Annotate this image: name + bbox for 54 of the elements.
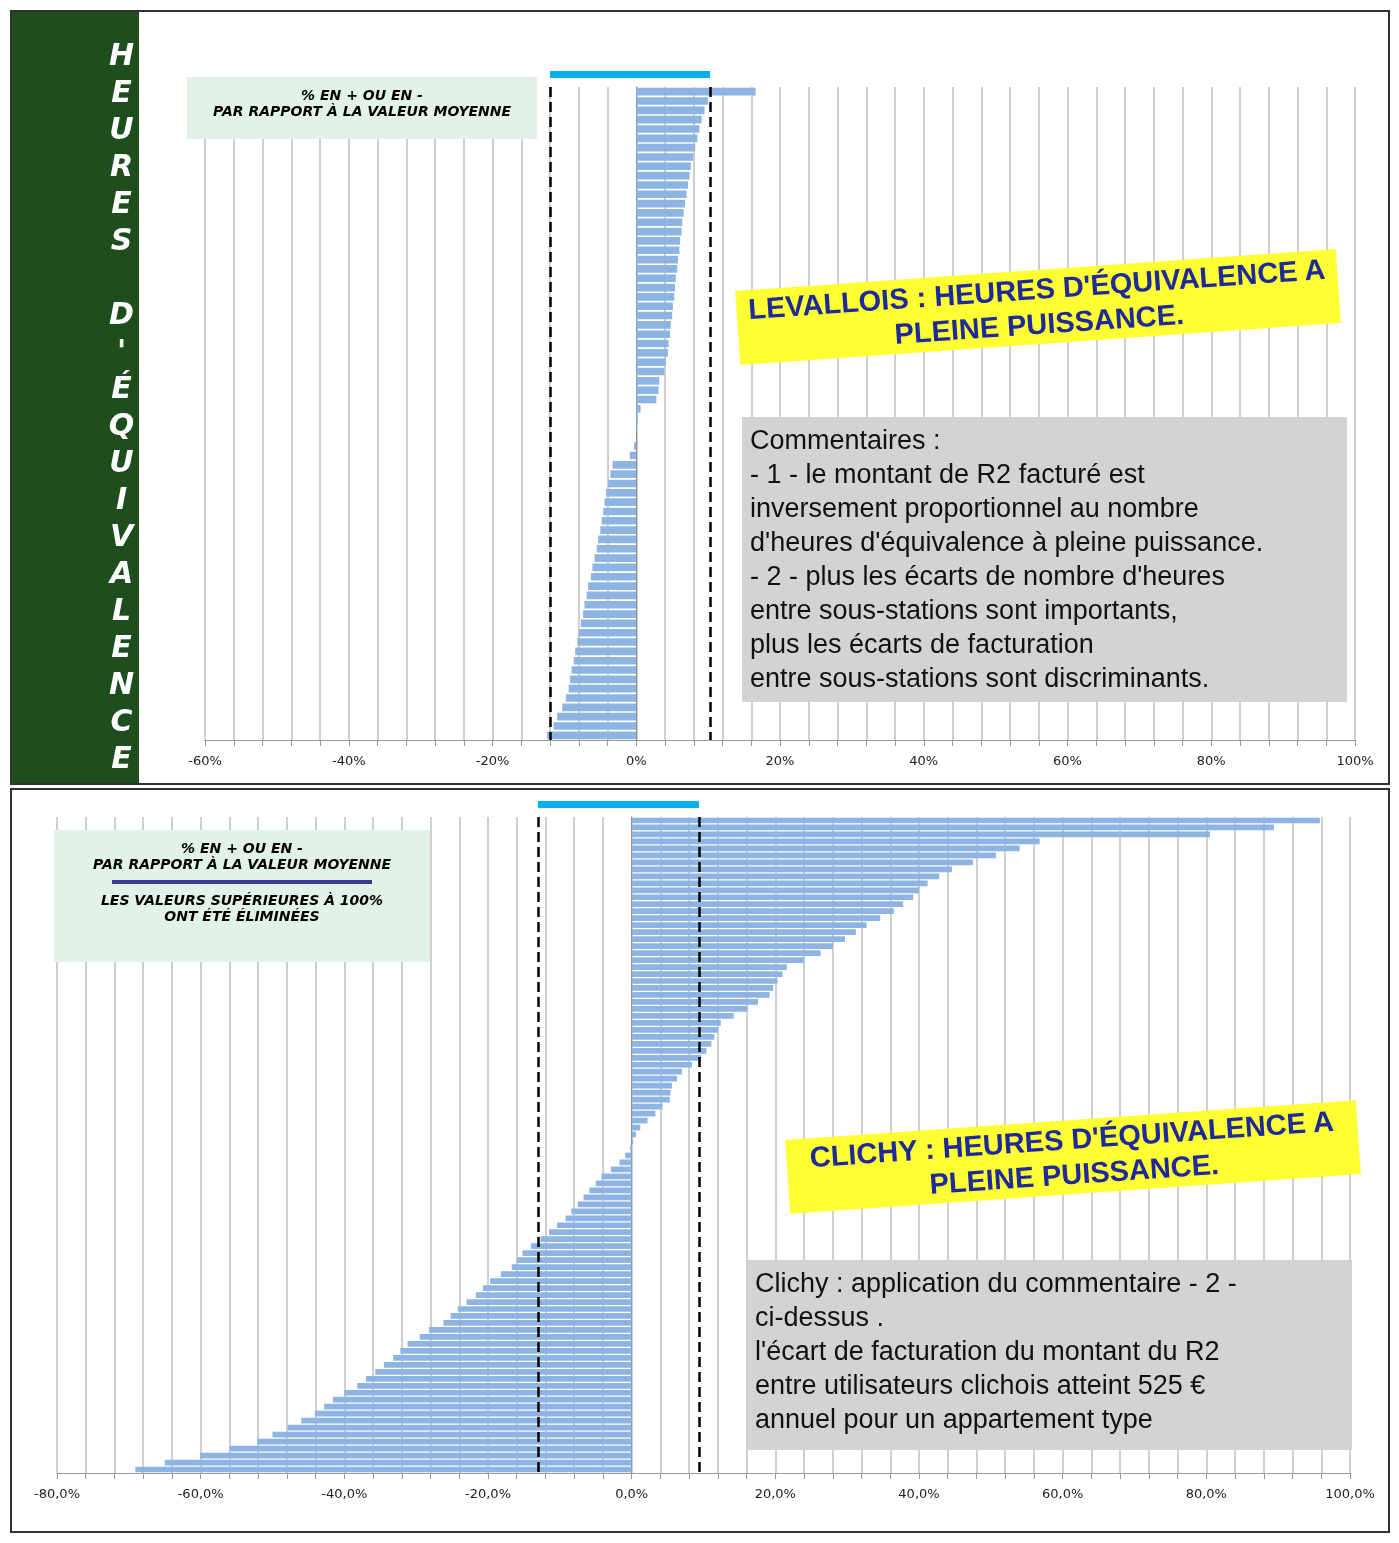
- bar: [636, 227, 682, 236]
- bar: [625, 1152, 632, 1159]
- x-tick-label: 20%: [765, 753, 795, 768]
- bar: [636, 171, 690, 180]
- bar: [580, 619, 637, 628]
- bar: [636, 311, 673, 320]
- annotation: LES VALEURS SUPÉRIEURES À 100% ONT ÉTÉ ÉLIMINÉES: [99, 892, 385, 924]
- y-axis-title: HEURES D'ÉQUIVALENCE: [12, 12, 139, 783]
- bar: [598, 535, 637, 544]
- x-tick-label: 40,0%: [898, 1486, 940, 1501]
- x-tick-label: 40%: [909, 753, 939, 768]
- x-tick-label: 100,0%: [1325, 1486, 1375, 1501]
- bar: [608, 479, 637, 488]
- bar: [636, 115, 702, 124]
- x-tick-label: 100%: [1336, 753, 1374, 768]
- x-axis-title: % EN + OU EN - PAR RAPPORT À LA VALEUR MOYENNE: [211, 87, 513, 119]
- x-tick-label: 0,0%: [615, 1486, 649, 1501]
- x-tick-label: 60,0%: [1042, 1486, 1084, 1501]
- x-tick-label: -20%: [475, 753, 510, 768]
- x-tick-label: -20,0%: [465, 1486, 511, 1501]
- text: LEVALLOIS : HEURES D'ÉQUIVALENCE A PLEINE PUISSANCE.: [735, 249, 1341, 365]
- bar: [636, 367, 665, 376]
- bar: [634, 442, 637, 450]
- bar: [592, 563, 637, 572]
- bar: [601, 1173, 632, 1180]
- x-tick-label: 80%: [1196, 753, 1226, 768]
- bar: [636, 199, 686, 208]
- x-tick-label: 20,0%: [754, 1486, 796, 1501]
- bar: [570, 675, 637, 684]
- comment-box: Clichy : application du commentaire - 2 - ci-dessus . l'écart de facturation du montant du R2 entre utilisateurs clichois atteint 525 € annuel pour un appartement type: [747, 1260, 1352, 1450]
- x-tick-label: 0%: [625, 753, 647, 768]
- x-tick-label: -80,0%: [34, 1486, 80, 1501]
- bar: [586, 591, 637, 600]
- bar: [575, 647, 637, 656]
- note-box: % EN + OU EN - PAR RAPPORT À LA VALEUR MOYENNE LES VALEURS SUPÉRIEURES À 100% ONT ÉTÉ ÉLIMINÉES: [54, 830, 430, 962]
- bar: [603, 507, 637, 516]
- x-tick-label: -40,0%: [321, 1486, 368, 1501]
- bar: [636, 395, 657, 404]
- text: CLICHY : HEURES D'ÉQUIVALENCE A PLEINE PUISSANCE.: [785, 1100, 1361, 1214]
- x-axis-title: % EN + OU EN - PAR RAPPORT À LA VALEUR MOYENNE: [91, 840, 393, 872]
- bar: [636, 143, 696, 152]
- bar: [636, 87, 756, 96]
- x-tick-label: -60,0%: [177, 1486, 224, 1501]
- bar: [636, 339, 669, 348]
- x-tick-label: -60%: [188, 753, 222, 768]
- bar: [636, 255, 678, 264]
- comment-box: Commentaires : - 1 - le montant de R2 facturé est inversement proportionnel au nombre d'heures d'équivalence à pleine puissance. - 2 - plus les écarts de nombre d'heures entre sous-stations sont importants, plus les écarts de facturation entre sous-stations sont discriminants.: [742, 417, 1347, 702]
- bar: [619, 1159, 632, 1166]
- x-tick-label: -40%: [331, 753, 366, 768]
- x-tick-label: 60%: [1053, 753, 1082, 768]
- bar: [636, 283, 676, 292]
- bar: [562, 703, 637, 712]
- x-tick-label: 80,0%: [1185, 1486, 1227, 1501]
- note-box: % EN + OU EN - PAR RAPPORT À LA VALEUR MOYENNE: [187, 77, 537, 139]
